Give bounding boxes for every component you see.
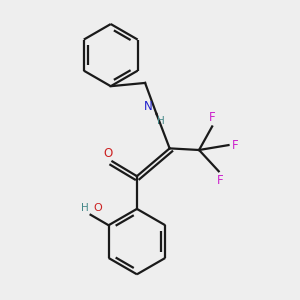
Text: O: O xyxy=(104,147,113,160)
Text: F: F xyxy=(209,111,215,124)
Text: O: O xyxy=(94,203,103,213)
Text: N: N xyxy=(144,100,153,113)
Text: F: F xyxy=(232,139,238,152)
Text: F: F xyxy=(217,174,224,187)
Text: H: H xyxy=(81,203,89,213)
Text: H: H xyxy=(157,116,164,126)
